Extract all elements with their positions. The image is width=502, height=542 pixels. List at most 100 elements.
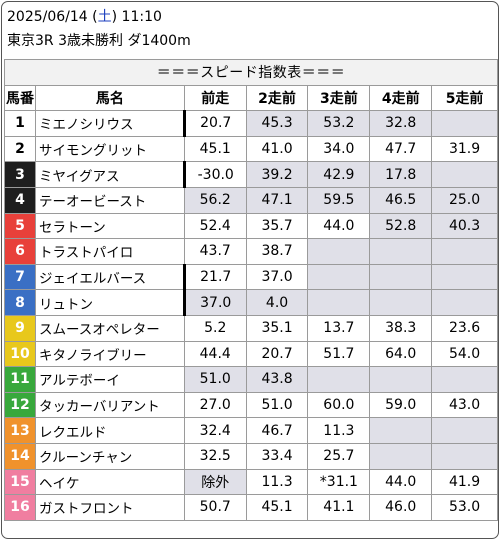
speed-index-last-race: 51.0	[183, 366, 247, 393]
horse-number: 13	[4, 417, 36, 444]
speed-index-4-races-ago: 46.0	[369, 494, 433, 521]
table-row: 14 クルーンチャン 32.5 33.4 25.7	[4, 442, 498, 470]
speed-index-5-races-ago: 23.6	[431, 314, 498, 342]
horse-number: 3	[4, 161, 36, 188]
horse-name: レクエルド	[34, 417, 185, 444]
speed-index-3-races-ago: 51.7	[307, 340, 371, 368]
speed-index-5-races-ago	[431, 263, 498, 291]
horse-number: 12	[4, 391, 36, 419]
table-row: 2 サイモングリット 45.1 41.0 34.0 47.7 31.9	[4, 135, 498, 163]
speed-index-last-race: 37.0	[183, 289, 247, 316]
race-datetime: 2025/06/14 (土) 11:10	[7, 8, 162, 26]
speed-index-4-races-ago: 47.7	[369, 135, 433, 163]
table-row: 11 アルテボーイ 51.0 43.8	[4, 366, 498, 393]
speed-index-3-races-ago	[307, 366, 371, 393]
speed-index-2-races-ago: 33.4	[245, 442, 309, 470]
table-row: 5 セラトーン 52.4 35.7 44.0 52.8 40.3	[4, 212, 498, 240]
speed-index-last-race: 44.4	[183, 340, 247, 368]
table-row: 3 ミヤイグアス -30.0 39.2 42.9 17.8	[4, 161, 498, 188]
speed-index-last-race: 43.7	[183, 238, 247, 265]
speed-index-5-races-ago	[431, 161, 498, 188]
speed-index-last-race: 32.5	[183, 442, 247, 470]
speed-index-4-races-ago	[369, 417, 433, 444]
speed-index-last-race: 除外	[183, 468, 247, 496]
speed-index-3-races-ago	[307, 263, 371, 291]
weekday-close: )	[111, 9, 118, 25]
table-row: 15 ヘイケ 除外 11.3 *31.1 44.0 41.9	[4, 468, 498, 496]
weekday-open: (	[92, 9, 98, 25]
speed-index-5-races-ago: 40.3	[431, 212, 498, 240]
horse-number: 5	[4, 212, 36, 240]
speed-index-table: ＝＝＝スピード指数表＝＝＝ 馬番 馬名 前走 2走前 3走前 4走前 5走前 1…	[4, 59, 498, 521]
column-header-last-race: 前走	[183, 84, 247, 112]
horse-name: トラストパイロ	[34, 238, 185, 265]
speed-index-3-races-ago: 53.2	[307, 110, 371, 137]
speed-index-4-races-ago: 64.0	[369, 340, 433, 368]
speed-index-4-races-ago	[369, 366, 433, 393]
table-row: 9 スムースオペレター 5.2 35.1 13.7 38.3 23.6	[4, 314, 498, 342]
speed-index-2-races-ago: 45.1	[245, 494, 309, 521]
horse-number: 11	[4, 366, 36, 393]
speed-index-2-races-ago: 35.1	[245, 314, 309, 342]
horse-number: 2	[4, 135, 36, 163]
speed-index-2-races-ago: 11.3	[245, 468, 309, 496]
column-header-row: 馬番 馬名 前走 2走前 3走前 4走前 5走前	[4, 84, 498, 112]
speed-index-5-races-ago: 53.0	[431, 494, 498, 521]
horse-number: 8	[4, 289, 36, 316]
horse-number: 16	[4, 494, 36, 521]
column-header-3-races-ago: 3走前	[307, 84, 371, 112]
column-header-5-races-ago: 5走前	[431, 84, 498, 112]
horse-name: クルーンチャン	[34, 442, 185, 470]
column-header-number: 馬番	[4, 84, 36, 112]
speed-index-2-races-ago: 46.7	[245, 417, 309, 444]
column-header-name: 馬名	[34, 84, 185, 112]
horse-number: 4	[4, 186, 36, 214]
speed-index-2-races-ago: 38.7	[245, 238, 309, 265]
speed-index-3-races-ago: 34.0	[307, 135, 371, 163]
speed-index-3-races-ago: 44.0	[307, 212, 371, 240]
speed-index-5-races-ago: 43.0	[431, 391, 498, 419]
speed-index-5-races-ago: 54.0	[431, 340, 498, 368]
table-row: 12 タッカーバリアント 27.0 51.0 60.0 59.0 43.0	[4, 391, 498, 419]
speed-index-2-races-ago: 45.3	[245, 110, 309, 137]
speed-index-5-races-ago	[431, 289, 498, 316]
race-time: 11:10	[121, 9, 162, 25]
speed-index-5-races-ago	[431, 110, 498, 137]
speed-index-2-races-ago: 4.0	[245, 289, 309, 316]
horse-name: テーオービースト	[34, 186, 185, 214]
speed-index-4-races-ago: 52.8	[369, 212, 433, 240]
speed-index-2-races-ago: 47.1	[245, 186, 309, 214]
speed-index-3-races-ago: 59.5	[307, 186, 371, 214]
speed-index-5-races-ago: 31.9	[431, 135, 498, 163]
horse-name: スムースオペレター	[34, 314, 185, 342]
speed-index-4-races-ago	[369, 289, 433, 316]
race-date: 2025/06/14	[7, 9, 88, 25]
speed-index-3-races-ago: 60.0	[307, 391, 371, 419]
speed-index-last-race: 27.0	[183, 391, 247, 419]
horse-number: 9	[4, 314, 36, 342]
horse-name: ミエノシリウス	[34, 110, 186, 137]
speed-index-5-races-ago: 25.0	[431, 186, 498, 214]
table-row: 1 ミエノシリウス 20.7 45.3 53.2 32.8	[4, 110, 498, 137]
speed-index-5-races-ago	[431, 366, 498, 393]
speed-index-last-race: 32.4	[183, 417, 247, 444]
horse-name: タッカーバリアント	[34, 391, 185, 419]
speed-index-last-race: 21.7	[183, 263, 247, 291]
table-body: 1 ミエノシリウス 20.7 45.3 53.2 32.8 2 サイモングリット 45.1 41.…	[4, 110, 498, 521]
horse-name: ガストフロント	[34, 494, 185, 521]
horse-number: 6	[4, 238, 36, 265]
speed-index-4-races-ago: 46.5	[369, 186, 433, 214]
table-row: 8 リュトン 37.0 4.0	[4, 289, 498, 316]
speed-index-4-races-ago	[369, 238, 433, 265]
speed-index-5-races-ago: 41.9	[431, 468, 498, 496]
speed-index-4-races-ago: 32.8	[369, 110, 433, 137]
speed-index-4-races-ago: 59.0	[369, 391, 433, 419]
horse-name: キタノライブリー	[34, 340, 185, 368]
speed-index-last-race: 5.2	[183, 314, 247, 342]
speed-index-2-races-ago: 20.7	[245, 340, 309, 368]
table-row: 10 キタノライブリー 44.4 20.7 51.7 64.0 54.0	[4, 340, 498, 368]
speed-index-4-races-ago: 17.8	[369, 161, 433, 188]
horse-number: 7	[4, 263, 36, 291]
speed-index-3-races-ago	[307, 289, 371, 316]
